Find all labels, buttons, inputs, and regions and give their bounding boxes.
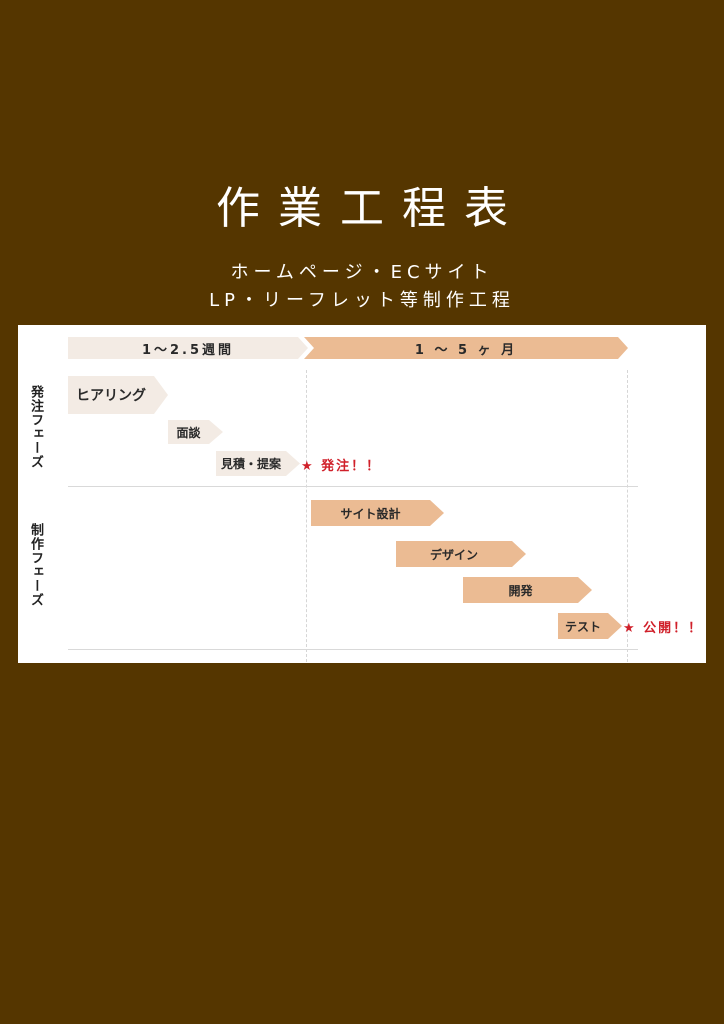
phase-label-order: 発注フェーズ — [28, 385, 43, 469]
period-header-months: 1 ～ 5 ヶ 月 — [304, 337, 628, 359]
milestone-release: ★ 公開！！ — [623, 621, 704, 636]
schedule-panel — [18, 325, 706, 663]
task-site-design: サイト設計 — [311, 500, 444, 526]
subtitle-line-1: ホームページ・ECサイト — [230, 262, 494, 283]
divider-horizontal — [68, 649, 638, 650]
task-test: テスト — [558, 613, 622, 639]
task-estimate: 見積・提案 — [216, 451, 300, 476]
divider-vertical — [306, 370, 307, 662]
task-hearing: ヒアリング — [68, 376, 168, 414]
task-development: 開発 — [463, 577, 592, 603]
subtitle-line-2: LP・リーフレット等制作工程 — [209, 290, 515, 311]
period-header-weeks: 1～2.5週間 — [68, 337, 308, 359]
divider-horizontal — [68, 486, 638, 487]
divider-vertical — [627, 370, 628, 662]
page-title: 作業工程表 — [216, 183, 526, 234]
phase-label-production: 制作フェーズ — [28, 523, 43, 607]
milestone-order: ★ 発注！！ — [301, 459, 382, 474]
task-design: デザイン — [396, 541, 526, 567]
